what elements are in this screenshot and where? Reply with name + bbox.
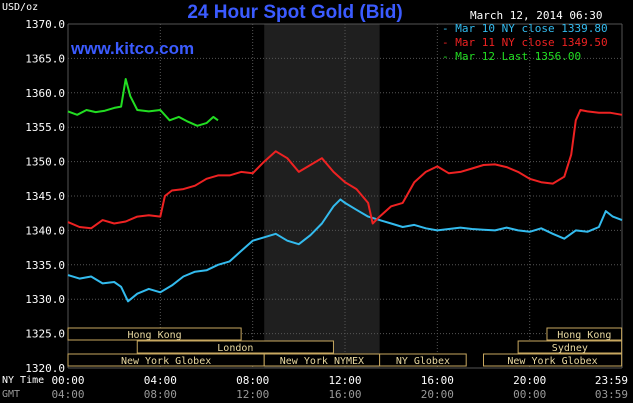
y-tick-label: 1360.0 — [25, 87, 65, 100]
legend-item-mar10: - Mar 10 NY close 1339.80 — [442, 22, 608, 36]
chart-title: 24 Hour Spot Gold (Bid) — [150, 2, 440, 24]
session-box: New York Globex — [484, 354, 622, 367]
gmt-tick-label: 16:00 — [328, 388, 361, 401]
gmt-tick-label: 03:59 — [595, 388, 628, 401]
session-label: New York NYMEX — [280, 356, 364, 367]
site-link[interactable]: www.kitco.com — [71, 39, 194, 59]
session-box: Hong Kong — [547, 328, 622, 341]
session-label: New York Globex — [507, 356, 597, 367]
legend-label-mar10: Mar 10 NY close 1339.80 — [455, 22, 607, 35]
gmt-tick-label: 00:00 — [513, 388, 546, 401]
gmt-tick-label: 12:00 — [236, 388, 269, 401]
y-tick-label: 1350.0 — [25, 156, 65, 169]
y-tick-label: 1355.0 — [25, 121, 65, 134]
session-label: Sydney — [552, 343, 588, 354]
session-box: New York Globex — [68, 354, 264, 367]
legend: - Mar 10 NY close 1339.80 - Mar 11 NY cl… — [442, 22, 608, 64]
x-tick-label: 04:00 — [144, 374, 177, 387]
session-label: NY Globex — [396, 356, 450, 367]
x-tick-label: 23:59 — [595, 374, 628, 387]
y-tick-label: 1325.0 — [25, 328, 65, 341]
legend-item-mar12: - Mar 12 Last 1356.00 — [442, 50, 608, 64]
gmt-tick-label: 08:00 — [144, 388, 177, 401]
session-label: London — [217, 343, 253, 354]
gmt-tick-label: 04:00 — [51, 388, 84, 401]
session-label: Hong Kong — [557, 330, 611, 341]
session-box: NY Globex — [380, 354, 467, 367]
y-tick-label: 1370.0 — [25, 18, 65, 31]
x-tick-label: 12:00 — [328, 374, 361, 387]
session-label: New York Globex — [121, 356, 211, 367]
y-tick-label: 1330.0 — [25, 293, 65, 306]
x-tick-label: 08:00 — [236, 374, 269, 387]
x-tick-label: 20:00 — [513, 374, 546, 387]
legend-label-mar11: Mar 11 NY close 1349.50 — [455, 36, 607, 49]
gmt-tick-label: 20:00 — [421, 388, 454, 401]
units-label: USD/oz — [2, 2, 38, 13]
y-tick-label: 1335.0 — [25, 259, 65, 272]
ny-time-axis-label: NY Time — [2, 375, 44, 386]
session-box: London — [137, 341, 333, 354]
x-tick-label: 00:00 — [51, 374, 84, 387]
y-tick-label: 1345.0 — [25, 190, 65, 203]
legend-item-mar11: - Mar 11 NY close 1349.50 — [442, 36, 608, 50]
gmt-axis-label: GMT — [2, 389, 20, 400]
timestamp: March 12, 2014 06:30 — [470, 9, 602, 22]
y-tick-label: 1340.0 — [25, 224, 65, 237]
x-tick-label: 16:00 — [421, 374, 454, 387]
legend-label-mar12: Mar 12 Last 1356.00 — [455, 50, 581, 63]
session-box: Hong Kong — [68, 328, 241, 341]
session-label: Hong Kong — [127, 330, 181, 341]
y-tick-label: 1365.0 — [25, 52, 65, 65]
session-box: New York NYMEX — [264, 354, 379, 367]
session-box: Sydney — [518, 341, 621, 354]
